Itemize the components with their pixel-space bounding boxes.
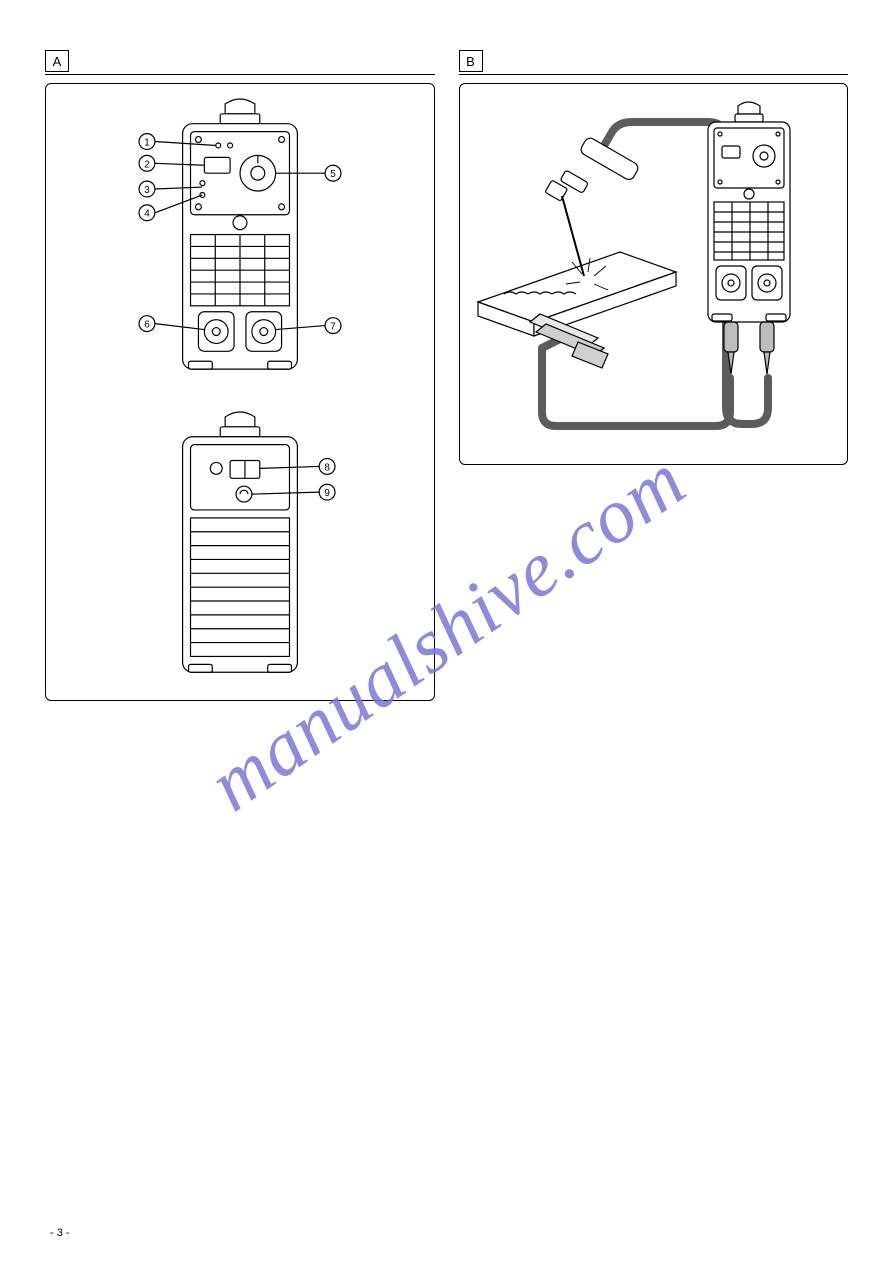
panel-b xyxy=(459,83,849,465)
svg-text:9: 9 xyxy=(324,488,330,499)
divider-b xyxy=(459,74,849,75)
svg-text:4: 4 xyxy=(144,209,150,220)
columns: A xyxy=(45,50,848,701)
figure-label-a-text: A xyxy=(53,54,62,69)
panel-a: 1 2 3 4 5 6 7 xyxy=(45,83,435,701)
svg-text:7: 7 xyxy=(330,322,336,333)
svg-text:8: 8 xyxy=(324,462,330,473)
svg-text:3: 3 xyxy=(144,185,150,196)
svg-text:5: 5 xyxy=(330,169,336,180)
figure-label-a: A xyxy=(45,50,69,72)
figure-label-b: B xyxy=(459,50,483,72)
divider-a xyxy=(45,74,435,75)
machine-rear-diagram: 8 9 xyxy=(70,411,410,688)
svg-text:6: 6 xyxy=(144,320,150,331)
page: A xyxy=(0,0,893,1263)
right-column: B xyxy=(459,50,849,701)
page-number: - 3 - xyxy=(50,1227,70,1239)
left-column: A xyxy=(45,50,435,701)
svg-text:1: 1 xyxy=(144,137,150,148)
figure-label-b-text: B xyxy=(466,54,475,69)
welding-setup-diagram xyxy=(460,84,840,462)
svg-text:2: 2 xyxy=(144,159,150,170)
machine-front-diagram: 1 2 3 4 5 6 7 xyxy=(70,96,410,393)
